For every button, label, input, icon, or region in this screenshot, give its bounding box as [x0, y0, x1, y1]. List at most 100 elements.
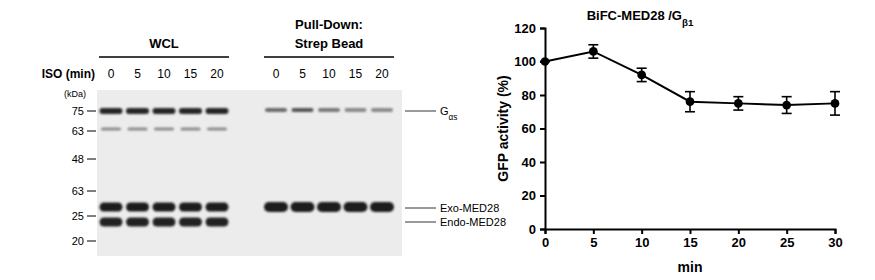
size-marker-label: 48 [72, 153, 84, 165]
tick-label: 10 [635, 235, 649, 250]
tick-label: 40 [522, 155, 536, 170]
size-marker-tick [87, 241, 96, 242]
y-axis: 020406080100120 [514, 21, 545, 237]
band-label-connector [405, 222, 436, 223]
band [292, 108, 314, 112]
error-bar [637, 68, 647, 81]
band [179, 203, 202, 212]
error-bar [588, 45, 598, 58]
error-bar-cap [637, 81, 647, 83]
tick: 60 [522, 121, 545, 136]
error-bar-cap [782, 113, 792, 115]
lane-label: 20 [210, 67, 224, 81]
x-axis: 051015202530 [542, 229, 843, 250]
band-label: Gαs [440, 105, 457, 122]
band [179, 108, 202, 114]
band [181, 128, 201, 131]
size-marker-label: 63 [72, 185, 84, 197]
band-label-connector [405, 208, 436, 209]
size-marker-tick [87, 111, 96, 112]
tick: 30 [828, 229, 842, 250]
group-underline [99, 56, 229, 57]
error-bar [733, 97, 743, 110]
tick-label: 30 [828, 235, 842, 250]
band [126, 218, 149, 227]
band [154, 128, 174, 131]
data-line [545, 51, 835, 105]
tick-mark [690, 229, 692, 234]
tick-label: 15 [683, 235, 697, 250]
tick-label: 80 [522, 88, 536, 103]
band [126, 108, 149, 114]
x-axis-title: min [678, 259, 703, 275]
error-bar [830, 92, 840, 115]
band [344, 202, 368, 212]
tick-mark [540, 162, 545, 164]
tick-mark [540, 195, 545, 197]
tick: 25 [780, 229, 794, 250]
size-marker-label: 25 [72, 210, 84, 222]
bands [100, 108, 395, 227]
tick-mark [786, 229, 788, 234]
line-chart: 051015202530020406080100120BiFC-MED28 /G… [495, 8, 843, 275]
chart-title: BiFC-MED28 /Gβ1 [587, 8, 694, 28]
tick-label: 0 [529, 222, 536, 237]
tick: 15 [683, 229, 697, 250]
lane-label: 5 [299, 67, 306, 81]
band [100, 108, 123, 114]
size-marker-tick [87, 191, 96, 192]
tick-label: 60 [522, 121, 536, 136]
tick-mark [540, 95, 545, 97]
band [206, 203, 229, 212]
tick: 0 [529, 222, 545, 237]
data-point [782, 101, 791, 110]
tick: 40 [522, 155, 545, 170]
error-bar [782, 97, 792, 114]
tick: 120 [514, 21, 545, 36]
lane-label: 10 [322, 67, 336, 81]
tick-mark [835, 229, 837, 234]
band-label-connector [405, 111, 436, 112]
size-marker-label: 63 [72, 125, 84, 137]
lane-axis-label: ISO (min) [42, 67, 95, 81]
data-point [589, 47, 598, 56]
tick-mark [593, 229, 595, 234]
band [345, 108, 367, 112]
error-bar-cap [588, 57, 598, 59]
data-point [541, 57, 550, 66]
figure: WCL05101520Pull-Down:Strep Bead05101520I… [0, 0, 875, 280]
axis-line [546, 230, 836, 235]
band [291, 202, 315, 212]
data-point [637, 71, 646, 80]
error-bar-cap [685, 91, 695, 93]
data-point [734, 99, 743, 108]
band [100, 203, 123, 212]
band-label: Exo-MED28 [440, 202, 499, 214]
tick-mark [641, 229, 643, 234]
band [206, 108, 229, 114]
tick-label: 0 [542, 235, 549, 250]
error-bar-cap [588, 44, 598, 46]
band [318, 108, 340, 112]
band [153, 108, 176, 114]
lane-label: 0 [108, 67, 115, 81]
band [153, 218, 176, 227]
error-bar-cap [733, 96, 743, 98]
tick-mark [540, 28, 545, 30]
tick-label: 5 [590, 235, 597, 250]
size-marker-tick [87, 159, 96, 160]
y-axis-title: GFP activity (%) [495, 75, 511, 181]
error-bar [685, 92, 695, 112]
size-marker-tick [87, 216, 96, 217]
tick: 80 [522, 88, 545, 103]
band [128, 128, 148, 131]
band [371, 108, 393, 112]
error-bar-cap [733, 109, 743, 111]
tick-label: 20 [522, 188, 536, 203]
tick-mark [540, 229, 545, 231]
group-label: Strep Bead [295, 36, 364, 51]
tick-mark [738, 229, 740, 234]
lane-label: 10 [157, 67, 171, 81]
group-label: WCL [149, 36, 179, 51]
size-unit-label: (kDa) [64, 89, 86, 99]
